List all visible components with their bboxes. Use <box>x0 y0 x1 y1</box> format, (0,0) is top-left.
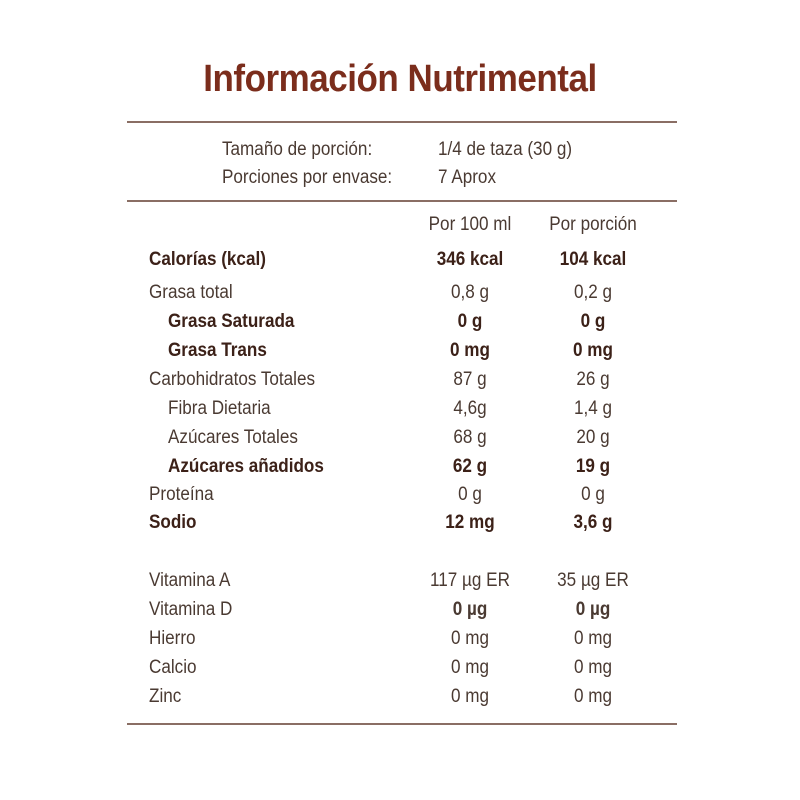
nutrient-per-100: 0 mg <box>450 340 490 361</box>
nutrient-per-100: 68 g <box>453 427 487 448</box>
nutrient-row-total-sugars: Azúcares Totales 68 g 20 g <box>0 423 800 452</box>
divider-bottom <box>127 723 677 725</box>
vitamin-per-serving: 0 µg <box>575 599 611 620</box>
column-header-row: Por 100 ml Por porción <box>0 210 800 239</box>
nutrient-name: Carbohidratos Totales <box>149 369 316 390</box>
vitamin-per-100: 0 µg <box>452 599 488 620</box>
page-title: Información Nutrimental <box>203 58 597 100</box>
nutrient-per-serving: 19 g <box>575 456 611 477</box>
vitamin-per-100: 0 mg <box>450 686 490 707</box>
column-header-per-100: Por 100 ml <box>428 214 512 235</box>
nutrient-name: Proteína <box>149 484 214 505</box>
nutrient-row-calories: Calorías (kcal) 346 kcal 104 kcal <box>0 245 800 274</box>
nutrient-name: Sodio <box>149 512 197 533</box>
nutrient-per-100: 87 g <box>453 369 487 390</box>
nutrient-per-serving: 3,6 g <box>573 512 613 533</box>
vitamin-row-vitamin-a: Vitamina A 117 µg ER 35 µg ER <box>0 566 800 595</box>
vitamin-per-100: 0 mg <box>450 657 490 678</box>
nutrient-per-serving: 0,2 g <box>573 282 613 303</box>
divider-middle <box>127 200 677 202</box>
nutrient-per-100: 4,6g <box>453 398 487 419</box>
vitamin-name: Calcio <box>149 657 197 678</box>
nutrient-per-100: 0 g <box>458 484 482 505</box>
nutrient-row-dietary-fiber: Fibra Dietaria 4,6g 1,4 g <box>0 394 800 423</box>
nutrient-name: Azúcares Totales <box>168 427 298 448</box>
nutrient-row-total-fat: Grasa total 0,8 g 0,2 g <box>0 278 800 307</box>
vitamin-name: Hierro <box>149 628 196 649</box>
nutrient-row-saturated-fat: Grasa Saturada 0 g 0 g <box>0 307 800 336</box>
vitamin-row-vitamin-d: Vitamina D 0 µg 0 µg <box>0 595 800 624</box>
vitamin-name: Vitamina D <box>149 599 233 620</box>
nutrient-name: Grasa total <box>149 282 233 303</box>
vitamin-name: Vitamina A <box>149 570 231 591</box>
nutrient-row-added-sugars: Azúcares añadidos 62 g 19 g <box>0 452 800 481</box>
mineral-row-iron: Hierro 0 mg 0 mg <box>0 624 800 653</box>
nutrient-per-serving: 104 kcal <box>559 249 627 270</box>
nutrient-per-serving: 0 g <box>580 311 606 332</box>
nutrient-name: Azúcares añadidos <box>168 456 324 477</box>
mineral-row-zinc: Zinc 0 mg 0 mg <box>0 682 800 711</box>
serving-size-row: Tamaño de porción: 1/4 de taza (30 g) <box>222 137 582 163</box>
divider-top <box>127 121 677 123</box>
nutrient-row-total-carbohydrates: Carbohidratos Totales 87 g 26 g <box>0 365 800 394</box>
mineral-row-calcium: Calcio 0 mg 0 mg <box>0 653 800 682</box>
vitamin-per-serving: 0 mg <box>573 628 613 649</box>
vitamin-per-serving: 0 mg <box>573 686 613 707</box>
nutrient-per-serving: 20 g <box>576 427 610 448</box>
serving-size-label: Tamaño de porción: <box>222 139 373 160</box>
nutrient-per-100: 0,8 g <box>450 282 490 303</box>
nutrient-per-serving: 26 g <box>576 369 610 390</box>
nutrient-row-protein: Proteína 0 g 0 g <box>0 480 800 509</box>
column-header-per-serving: Por porción <box>549 214 637 235</box>
vitamin-per-100: 0 mg <box>450 628 490 649</box>
nutrient-row-trans-fat: Grasa Trans 0 mg 0 mg <box>0 336 800 365</box>
nutrient-per-serving: 0 mg <box>573 340 613 361</box>
servings-per-container-label: Porciones por envase: <box>222 167 393 188</box>
vitamin-per-serving: 0 mg <box>573 657 613 678</box>
nutrient-per-serving: 1,4 g <box>573 398 613 419</box>
nutrient-name: Grasa Trans <box>168 340 267 361</box>
nutrient-per-100: 12 mg <box>445 512 495 533</box>
servings-per-container-value: 7 Aprox <box>438 167 496 188</box>
nutrient-per-100: 346 kcal <box>436 249 504 270</box>
nutrient-per-100: 62 g <box>452 456 488 477</box>
serving-size-value: 1/4 de taza (30 g) <box>438 139 573 160</box>
vitamin-name: Zinc <box>149 686 182 707</box>
vitamin-per-serving: 35 µg ER <box>557 570 629 591</box>
nutrient-name: Fibra Dietaria <box>168 398 271 419</box>
nutrient-per-serving: 0 g <box>581 484 605 505</box>
nutrient-per-100: 0 g <box>457 311 483 332</box>
nutrient-row-sodium: Sodio 12 mg 3,6 g <box>0 508 800 537</box>
nutrient-name: Calorías (kcal) <box>149 249 266 270</box>
nutrient-name: Grasa Saturada <box>168 311 295 332</box>
servings-per-container-row: Porciones por envase: 7 Aprox <box>222 165 582 191</box>
vitamin-per-100: 117 µg ER <box>430 570 510 591</box>
